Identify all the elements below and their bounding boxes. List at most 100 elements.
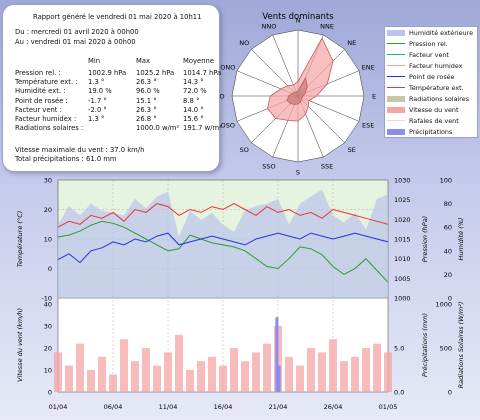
wind-bar bbox=[197, 361, 205, 392]
wind-bar bbox=[263, 343, 271, 392]
legend-item: Point de rosée bbox=[385, 71, 477, 82]
wind-tick-label: 20 bbox=[44, 345, 52, 353]
stat-avg: 72.0 % bbox=[183, 87, 207, 96]
legend-swatch bbox=[387, 43, 405, 44]
wind-bar bbox=[54, 352, 62, 392]
legend-label: Précipitations bbox=[409, 127, 453, 136]
stat-max: 1000.0 w/m² bbox=[136, 124, 180, 133]
radar-direction-label: OSO bbox=[221, 122, 235, 130]
pressure-tick-label: 1015 bbox=[394, 236, 411, 244]
wind-bar bbox=[142, 348, 150, 392]
radar-direction-label: NNE bbox=[320, 22, 334, 30]
humidity-tick-label: 20 bbox=[444, 271, 452, 279]
col-min: Min bbox=[88, 57, 101, 65]
x-tick-label: 01/04 bbox=[49, 403, 68, 411]
wind-bar bbox=[296, 365, 304, 392]
wind-bar bbox=[186, 370, 194, 392]
legend-label: Humidité extérieure bbox=[409, 28, 473, 37]
legend-item: Température ext. bbox=[385, 82, 477, 93]
radar-series-polygon bbox=[267, 37, 334, 122]
pressure-tick-label: 1005 bbox=[394, 275, 411, 283]
wind-bar bbox=[274, 326, 282, 392]
stat-avg: 14.0 ° bbox=[183, 105, 204, 114]
legend-item: Rafales de vent bbox=[385, 115, 477, 126]
rain-bar bbox=[275, 317, 279, 392]
wind-bar bbox=[175, 334, 183, 392]
legend: Humidité extérieure Pression rel. Facteur … bbox=[384, 26, 478, 138]
legend-label: Facteur vent bbox=[409, 50, 449, 59]
wind-bar bbox=[164, 352, 172, 392]
stat-label: Facteur humidex : bbox=[15, 115, 77, 123]
summary-panel: Rapport généré le vendredi 01 mai 2020 à… bbox=[2, 4, 222, 172]
solar-axis-label: Radiations Solaires (W/m²) bbox=[457, 302, 465, 389]
lower-plot-area bbox=[57, 297, 389, 393]
wind-bar bbox=[153, 365, 161, 392]
x-tick-label: 21/04 bbox=[269, 403, 288, 411]
stat-label: Facteur vent : bbox=[15, 105, 62, 114]
x-tick-label: 11/04 bbox=[159, 403, 178, 411]
radar-direction-label: NO bbox=[239, 39, 249, 47]
stat-avg: 14.3 ° bbox=[183, 78, 204, 87]
radar-direction-label: SE bbox=[348, 146, 356, 154]
wind-bar bbox=[384, 352, 392, 392]
legend-item: Précipitations bbox=[385, 126, 477, 137]
solar-tick-label: 1000 bbox=[435, 301, 452, 309]
wind-axis-label: Vitesse du vent (km/h) bbox=[16, 308, 24, 382]
solar-tick-label: 0 bbox=[448, 389, 452, 397]
pressure-tick-label: 1000 bbox=[394, 295, 411, 303]
legend-swatch bbox=[387, 95, 405, 102]
stat-avg: 8.8 ° bbox=[183, 96, 200, 105]
radar-direction-label: ESE bbox=[362, 122, 374, 130]
wind-bar bbox=[307, 348, 315, 392]
stat-min: 1002.9 hPa bbox=[88, 69, 127, 77]
series-line bbox=[57, 232, 389, 264]
col-max: Max bbox=[136, 57, 151, 65]
legend-label: Pression rel. bbox=[409, 39, 448, 48]
wind-bar bbox=[219, 365, 227, 392]
legend-item: Vitesse du vent bbox=[385, 104, 477, 115]
rain-bar bbox=[277, 365, 281, 392]
x-tick-label: 16/04 bbox=[214, 403, 233, 411]
max-wind: Vitesse maximale du vent : 37.0 km/h bbox=[15, 146, 145, 154]
pressure-axis-label: Pression (hPa) bbox=[421, 216, 429, 262]
wind-bar bbox=[351, 356, 359, 392]
series-line bbox=[57, 220, 389, 283]
radar-direction-label: SSE bbox=[321, 163, 333, 171]
wind-tick-label: 40 bbox=[44, 301, 52, 309]
radar-direction-label: NE bbox=[347, 39, 356, 47]
upper-plot-area bbox=[57, 179, 389, 299]
wind-rose-chart: Vents dominants N NNE NE ENE E ESE SE SSE S SSO SO… bbox=[219, 12, 376, 177]
legend-item: Facteur vent bbox=[385, 49, 477, 60]
humidity-area bbox=[58, 189, 388, 298]
legend-label: Facteur humidex bbox=[409, 61, 463, 70]
stat-max: 26.3 ° bbox=[136, 105, 157, 114]
wind-bar bbox=[230, 348, 238, 392]
radar-direction-label: E bbox=[372, 93, 376, 101]
stat-max: 1025.2 hPa bbox=[136, 69, 175, 77]
stat-label: Radiations solaires : bbox=[15, 124, 84, 133]
stat-label: Pression rel. : bbox=[15, 69, 61, 77]
stat-min: -1.7 ° bbox=[88, 96, 107, 105]
series-line bbox=[57, 203, 389, 228]
rain-tick-label: 0.0 bbox=[394, 389, 404, 397]
wind-bar bbox=[252, 352, 260, 392]
stat-label: Humidité ext. : bbox=[15, 87, 66, 96]
wind-bar bbox=[65, 365, 73, 392]
wind-tick-label: 10 bbox=[44, 367, 52, 375]
stat-max: 26.8 ° bbox=[136, 115, 157, 123]
stat-min: 19.0 % bbox=[88, 87, 112, 96]
legend-item: Facteur humidex bbox=[385, 60, 477, 71]
wind-bar bbox=[340, 361, 348, 392]
wind-bar bbox=[373, 343, 381, 392]
radar-direction-label: NNO bbox=[261, 22, 276, 30]
humidity-tick-label: 0 bbox=[448, 295, 452, 303]
stat-max: 26.3 ° bbox=[136, 78, 157, 87]
legend-swatch bbox=[387, 87, 405, 88]
temperature-tick-label: 0 bbox=[48, 265, 52, 273]
legend-swatch bbox=[387, 29, 405, 36]
wind-bar bbox=[329, 339, 337, 392]
report-header: Rapport généré le vendredi 01 mai 2020 à… bbox=[33, 13, 202, 21]
radar-direction-label: N bbox=[296, 17, 301, 25]
wind-bar bbox=[318, 352, 326, 392]
stat-max: 96.0 % bbox=[136, 87, 160, 96]
